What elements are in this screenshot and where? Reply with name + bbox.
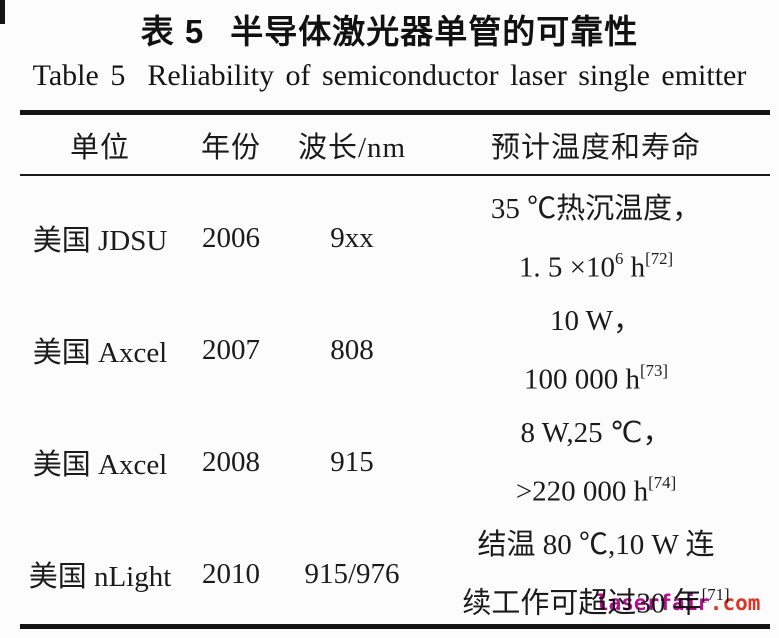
- table-title-zh: 表 5 半导体激光器单管的可靠性: [0, 0, 779, 54]
- life-line-2: 100 000 h[73]: [523, 360, 668, 396]
- life-line-1: 10 W，: [549, 304, 643, 337]
- life-line-1: 结温 80 ℃,10 W 连: [477, 528, 715, 561]
- table-title-en: Table 5 Reliability of semiconductor lase…: [0, 54, 779, 98]
- cell-wavelength: 808: [330, 333, 374, 366]
- table-number-en: Table 5: [32, 59, 126, 92]
- table-body: 美国 JDSU 2006 9xx 35 ℃热沉温度， 1. 5 ×106 h[7…: [20, 176, 770, 629]
- table-caption-en: Reliability of semiconductor laser singl…: [147, 59, 747, 92]
- watermark-suffix: .com: [709, 591, 761, 615]
- table-row: 美国 nLight 2010 915/976 结温 80 ℃,10 W 连 续工…: [20, 512, 770, 624]
- cell-year: 2010: [202, 557, 260, 590]
- cell-unit: 美国 nLight: [28, 561, 172, 593]
- table-header-row: 单位 年份 波长/nm 预计温度和寿命: [20, 115, 770, 176]
- life-line-2: 续工作可超过30 年[71]: [462, 584, 730, 620]
- cell-wavelength: 915/976: [304, 557, 400, 590]
- header-year: 年份: [200, 131, 261, 164]
- table-row: 美国 Axcel 2008 915 8 W,25 ℃， >220 000 h[7…: [20, 400, 770, 512]
- header-unit: 单位: [69, 131, 130, 164]
- header-wavelength: 波长/nm: [297, 131, 407, 164]
- cell-life: 10 W， 100 000 h[73]: [422, 301, 770, 400]
- life-line-2: >220 000 h[74]: [515, 472, 677, 508]
- laserfair-watermark: laserfair.com: [596, 591, 760, 615]
- table-caption-zh: 半导体激光器单管的可靠性: [230, 13, 639, 50]
- cell-life: 35 ℃热沉温度， 1. 5 ×106 h[72]: [422, 189, 770, 288]
- cell-unit: 美国 Axcel: [32, 449, 168, 481]
- life-line-1: 35 ℃热沉温度，: [490, 192, 702, 225]
- life-line-2: 1. 5 ×106 h[72]: [518, 248, 674, 284]
- cell-unit: 美国 JDSU: [32, 225, 168, 257]
- cell-wavelength: 915: [330, 445, 374, 478]
- header-temperature-lifetime: 预计温度和寿命: [490, 131, 701, 164]
- cell-year: 2006: [202, 221, 260, 254]
- cell-wavelength: 9xx: [330, 221, 374, 254]
- cell-unit: 美国 Axcel: [32, 337, 168, 369]
- cell-year: 2008: [202, 445, 260, 478]
- table-row: 美国 Axcel 2007 808 10 W， 100 000 h[73]: [20, 288, 770, 400]
- cell-life: 结温 80 ℃,10 W 连 续工作可超过30 年[71]: [422, 525, 770, 624]
- table-number-zh: 表 5: [140, 13, 205, 50]
- table-row: 美国 JDSU 2006 9xx 35 ℃热沉温度， 1. 5 ×106 h[7…: [20, 176, 770, 288]
- cell-life: 8 W,25 ℃， >220 000 h[74]: [422, 413, 770, 512]
- cell-year: 2007: [202, 333, 260, 366]
- scan-edge-artifact: [0, 0, 5, 24]
- watermark-main: laserfair: [596, 591, 710, 615]
- reliability-table: 单位 年份 波长/nm 预计温度和寿命 美国 JDSU 2006 9xx 35 …: [20, 110, 770, 629]
- life-line-1: 8 W,25 ℃，: [520, 416, 672, 449]
